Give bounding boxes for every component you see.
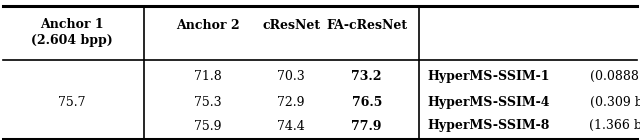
Text: Anchor 2: Anchor 2 xyxy=(176,19,240,32)
Text: 72.9: 72.9 xyxy=(278,96,305,109)
Text: 71.8: 71.8 xyxy=(194,70,222,83)
Text: HyperMS-SSIM-8: HyperMS-SSIM-8 xyxy=(428,120,550,132)
Text: 74.4: 74.4 xyxy=(277,120,305,132)
Text: cResNet: cResNet xyxy=(262,19,320,32)
Text: 77.9: 77.9 xyxy=(351,120,382,132)
Text: 75.9: 75.9 xyxy=(195,120,221,132)
Text: 73.2: 73.2 xyxy=(351,70,382,83)
Text: 76.5: 76.5 xyxy=(351,96,382,109)
Text: (0.0888 bpp): (0.0888 bpp) xyxy=(586,70,640,83)
Text: FA-cResNet: FA-cResNet xyxy=(326,19,407,32)
Text: (0.309 bpp): (0.309 bpp) xyxy=(586,96,640,109)
Text: HyperMS-SSIM-1: HyperMS-SSIM-1 xyxy=(428,70,550,83)
Text: 70.3: 70.3 xyxy=(277,70,305,83)
Text: 75.3: 75.3 xyxy=(194,96,222,109)
Text: (1.366 bpp): (1.366 bpp) xyxy=(586,120,640,132)
Text: HyperMS-SSIM-4: HyperMS-SSIM-4 xyxy=(428,96,550,109)
Text: 75.7: 75.7 xyxy=(58,96,85,109)
Text: Anchor 1
(2.604 bpp): Anchor 1 (2.604 bpp) xyxy=(31,18,113,47)
